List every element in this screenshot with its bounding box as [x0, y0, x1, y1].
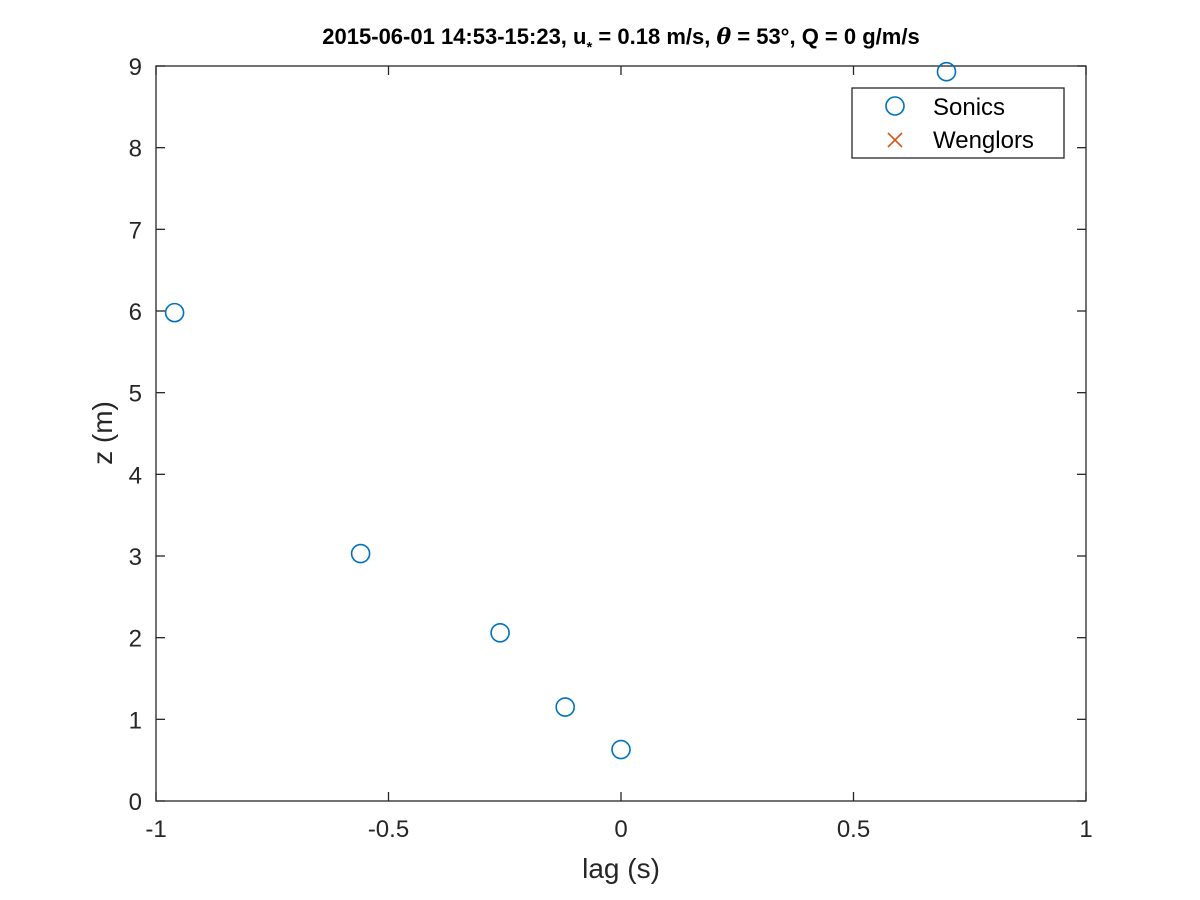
axes-ticks	[155, 65, 1087, 802]
sonics-data-point	[164, 302, 185, 323]
tick-labels: -1 -0.5 0 0.5 1 0 1 2 3 4 5 6 7 8 9	[129, 54, 1093, 843]
sonics-data-point	[555, 697, 576, 717]
x-tick-label: -0.5	[368, 816, 409, 843]
sonics-data-point	[490, 622, 510, 643]
title-subscript: *	[586, 39, 592, 56]
title-main: 2015-06-01 14:53-15:23, u	[322, 24, 586, 49]
sonics-data-point	[936, 61, 957, 82]
data-points	[164, 61, 957, 760]
x-tick-label: 0	[614, 816, 627, 843]
chart-title: 2015-06-01 14:53-15:23, u* = 0.18 m/s, θ…	[322, 24, 919, 56]
legend-box	[851, 87, 1065, 159]
sonics-data-point	[350, 543, 371, 564]
title-mid: = 0.18 m/s,	[592, 24, 716, 49]
legend: Sonics Wenglors	[851, 87, 1065, 159]
y-tick-label: 5	[129, 381, 142, 408]
y-tick-label: 7	[129, 217, 142, 244]
legend-wenglors-label: Wenglors	[933, 127, 1034, 154]
y-tick-label: 2	[129, 626, 142, 653]
y-tick-label: 1	[129, 707, 142, 734]
sonics-data-point	[611, 739, 631, 760]
y-axis-label: z (m)	[87, 401, 118, 465]
legend-sonics-label: Sonics	[933, 94, 1005, 121]
plot-area-frame	[155, 65, 1087, 802]
y-tick-label: 0	[129, 789, 142, 816]
y-tick-label: 8	[129, 136, 142, 163]
y-tick-label: 4	[129, 462, 142, 489]
legend-sonics-marker	[885, 96, 905, 116]
title-theta: θ	[716, 24, 731, 50]
x-tick-label: 1	[1079, 816, 1092, 843]
legend-wenglors-marker	[887, 132, 903, 148]
y-tick-label: 9	[129, 54, 142, 81]
title-tail: = 53°, Q = 0 g/m/s	[731, 24, 920, 49]
x-axis-label: lag (s)	[582, 853, 660, 884]
y-tick-label: 6	[129, 299, 142, 326]
x-tick-label: 0.5	[837, 816, 870, 843]
y-tick-label: 3	[129, 544, 142, 571]
x-tick-label: -1	[145, 816, 166, 843]
